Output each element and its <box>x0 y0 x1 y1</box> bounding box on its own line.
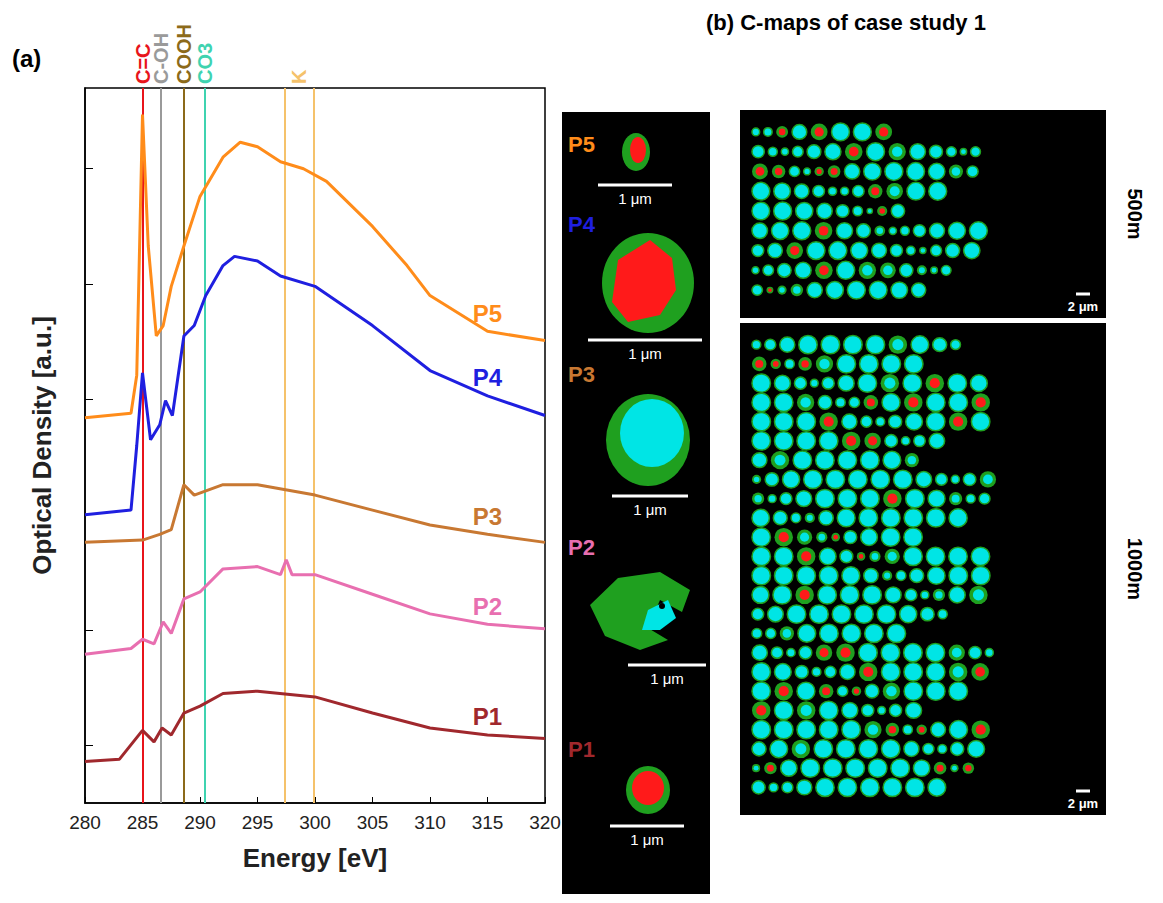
svg-text:P5: P5 <box>568 132 595 157</box>
svg-text:2 μm: 2 μm <box>1068 299 1098 314</box>
svg-text:P2: P2 <box>473 593 502 620</box>
svg-text:P4: P4 <box>473 364 503 391</box>
svg-text:1000m: 1000m <box>1124 538 1146 600</box>
svg-text:P1: P1 <box>473 703 502 730</box>
svg-text:C=C: C=C <box>131 43 154 84</box>
svg-text:285: 285 <box>127 812 159 833</box>
svg-text:P1: P1 <box>568 737 595 762</box>
svg-text:P3: P3 <box>473 503 502 530</box>
svg-text:CO3: CO3 <box>194 43 216 84</box>
svg-text:Optical Density [a.u.]: Optical Density [a.u.] <box>27 316 57 575</box>
svg-text:P3: P3 <box>568 362 595 387</box>
svg-text:P2: P2 <box>568 535 595 560</box>
svg-text:Energy [eV]: Energy [eV] <box>243 843 388 873</box>
svg-text:320: 320 <box>529 812 561 833</box>
svg-text:300: 300 <box>299 812 331 833</box>
svg-text:1 μm: 1 μm <box>630 831 664 848</box>
svg-text:1 μm: 1 μm <box>628 345 662 362</box>
svg-text:290: 290 <box>184 812 216 833</box>
svg-text:P4: P4 <box>568 212 596 237</box>
svg-text:1 μm: 1 μm <box>650 670 684 687</box>
svg-text:1 μm: 1 μm <box>633 501 667 518</box>
svg-text:1 μm: 1 μm <box>618 190 652 207</box>
svg-text:305: 305 <box>357 812 389 833</box>
svg-text:310: 310 <box>414 812 446 833</box>
svg-text:(b) C-maps of case study 1: (b) C-maps of case study 1 <box>706 10 986 35</box>
svg-text:315: 315 <box>472 812 504 833</box>
svg-text:2 μm: 2 μm <box>1068 796 1098 811</box>
svg-text:K: K <box>288 69 310 84</box>
svg-text:C-OH: C-OH <box>150 33 172 84</box>
svg-text:P5: P5 <box>473 300 502 327</box>
svg-text:280: 280 <box>69 812 101 833</box>
svg-text:295: 295 <box>242 812 274 833</box>
svg-text:(a): (a) <box>12 45 41 72</box>
svg-text:COOH: COOH <box>173 24 195 84</box>
svg-text:500m: 500m <box>1124 188 1146 239</box>
